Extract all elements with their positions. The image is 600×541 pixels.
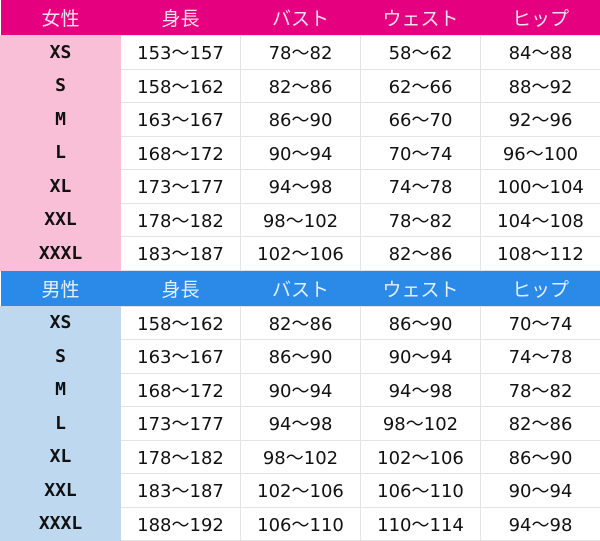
- table-row: L 168～172 90～94 70～74 96～100: [0, 135, 600, 170]
- waist-cell: 110～114: [360, 506, 481, 541]
- size-label: XXXL: [0, 506, 121, 541]
- male-header-gender: 男性: [0, 270, 121, 306]
- height-cell: 168～172: [120, 372, 241, 407]
- size-label: S: [0, 339, 121, 374]
- bust-cell: 90～94: [240, 372, 361, 407]
- table-row: S 163～167 86～90 90～94 74～78: [0, 339, 600, 374]
- hip-cell: 92～96: [480, 102, 600, 137]
- hip-cell: 88～92: [480, 68, 600, 103]
- bust-cell: 98～102: [240, 202, 361, 237]
- bust-cell: 102～106: [240, 236, 361, 271]
- bust-cell: 86～90: [240, 339, 361, 374]
- waist-cell: 70～74: [360, 135, 481, 170]
- female-header-waist: ウェスト: [360, 0, 481, 36]
- size-label: XXL: [0, 473, 121, 508]
- bust-cell: 94～98: [240, 169, 361, 204]
- male-header-height: 身長: [120, 270, 241, 306]
- hip-cell: 78～82: [480, 372, 600, 407]
- size-label: XXL: [0, 202, 121, 237]
- hip-cell: 108～112: [480, 236, 600, 271]
- height-cell: 173～177: [120, 169, 241, 204]
- hip-cell: 104～108: [480, 202, 600, 237]
- waist-cell: 58～62: [360, 35, 481, 70]
- hip-cell: 86～90: [480, 439, 600, 474]
- bust-cell: 94～98: [240, 406, 361, 441]
- hip-cell: 100～104: [480, 169, 600, 204]
- waist-cell: 78～82: [360, 202, 481, 237]
- waist-cell: 82～86: [360, 236, 481, 271]
- table-row: XL 178～182 98～102 102～106 86～90: [0, 439, 600, 474]
- size-label: L: [0, 406, 121, 441]
- table-row: M 163～167 86～90 66～70 92～96: [0, 102, 600, 137]
- table-row: M 168～172 90～94 94～98 78～82: [0, 372, 600, 407]
- size-label: M: [0, 372, 121, 407]
- table-row: XXXL 188～192 106～110 110～114 94～98: [0, 506, 600, 541]
- waist-cell: 106～110: [360, 473, 481, 508]
- waist-cell: 62～66: [360, 68, 481, 103]
- height-cell: 183～187: [120, 236, 241, 271]
- table-row: XXL 183～187 102～106 106～110 90～94: [0, 473, 600, 508]
- height-cell: 158～162: [120, 305, 241, 340]
- size-label: XS: [0, 35, 121, 70]
- bust-cell: 90～94: [240, 135, 361, 170]
- table-row: XXL 178～182 98～102 78～82 104～108: [0, 202, 600, 237]
- table-row: XS 158～162 82～86 86～90 70～74: [0, 305, 600, 340]
- height-cell: 163～167: [120, 102, 241, 137]
- hip-cell: 96～100: [480, 135, 600, 170]
- waist-cell: 102～106: [360, 439, 481, 474]
- hip-cell: 82～86: [480, 406, 600, 441]
- height-cell: 153～157: [120, 35, 241, 70]
- hip-cell: 94～98: [480, 506, 600, 541]
- male-header-row: 男性 身長 バスト ウェスト ヒップ: [0, 270, 600, 306]
- table-row: L 173～177 94～98 98～102 82～86: [0, 406, 600, 441]
- bust-cell: 102～106: [240, 473, 361, 508]
- height-cell: 168～172: [120, 135, 241, 170]
- size-label: M: [0, 102, 121, 137]
- bust-cell: 86～90: [240, 102, 361, 137]
- bust-cell: 82～86: [240, 305, 361, 340]
- size-label: XL: [0, 169, 121, 204]
- bust-cell: 82～86: [240, 68, 361, 103]
- bust-cell: 78～82: [240, 35, 361, 70]
- height-cell: 178～182: [120, 439, 241, 474]
- male-header-waist: ウェスト: [360, 270, 481, 306]
- waist-cell: 66～70: [360, 102, 481, 137]
- height-cell: 158～162: [120, 68, 241, 103]
- size-label: S: [0, 68, 121, 103]
- female-header-row: 女性 身長 バスト ウェスト ヒップ: [0, 0, 600, 36]
- female-header-height: 身長: [120, 0, 241, 36]
- bust-cell: 98～102: [240, 439, 361, 474]
- female-header-gender: 女性: [0, 0, 121, 36]
- waist-cell: 98～102: [360, 406, 481, 441]
- height-cell: 188～192: [120, 506, 241, 541]
- hip-cell: 90～94: [480, 473, 600, 508]
- female-header-hip: ヒップ: [480, 0, 600, 36]
- waist-cell: 90～94: [360, 339, 481, 374]
- hip-cell: 70～74: [480, 305, 600, 340]
- height-cell: 163～167: [120, 339, 241, 374]
- hip-cell: 74～78: [480, 339, 600, 374]
- table-row: S 158～162 82～86 62～66 88～92: [0, 68, 600, 103]
- male-header-hip: ヒップ: [480, 270, 600, 306]
- height-cell: 173～177: [120, 406, 241, 441]
- table-row: XL 173～177 94～98 74～78 100～104: [0, 169, 600, 204]
- size-label: XXXL: [0, 236, 121, 271]
- size-label: XS: [0, 305, 121, 340]
- male-header-bust: バスト: [240, 270, 361, 306]
- height-cell: 183～187: [120, 473, 241, 508]
- size-label: XL: [0, 439, 121, 474]
- height-cell: 178～182: [120, 202, 241, 237]
- table-row: XS 153～157 78～82 58～62 84～88: [0, 35, 600, 70]
- table-row: XXXL 183～187 102～106 82～86 108～112: [0, 236, 600, 271]
- female-header-bust: バスト: [240, 0, 361, 36]
- waist-cell: 74～78: [360, 169, 481, 204]
- hip-cell: 84～88: [480, 35, 600, 70]
- bust-cell: 106～110: [240, 506, 361, 541]
- waist-cell: 94～98: [360, 372, 481, 407]
- size-label: L: [0, 135, 121, 170]
- waist-cell: 86～90: [360, 305, 481, 340]
